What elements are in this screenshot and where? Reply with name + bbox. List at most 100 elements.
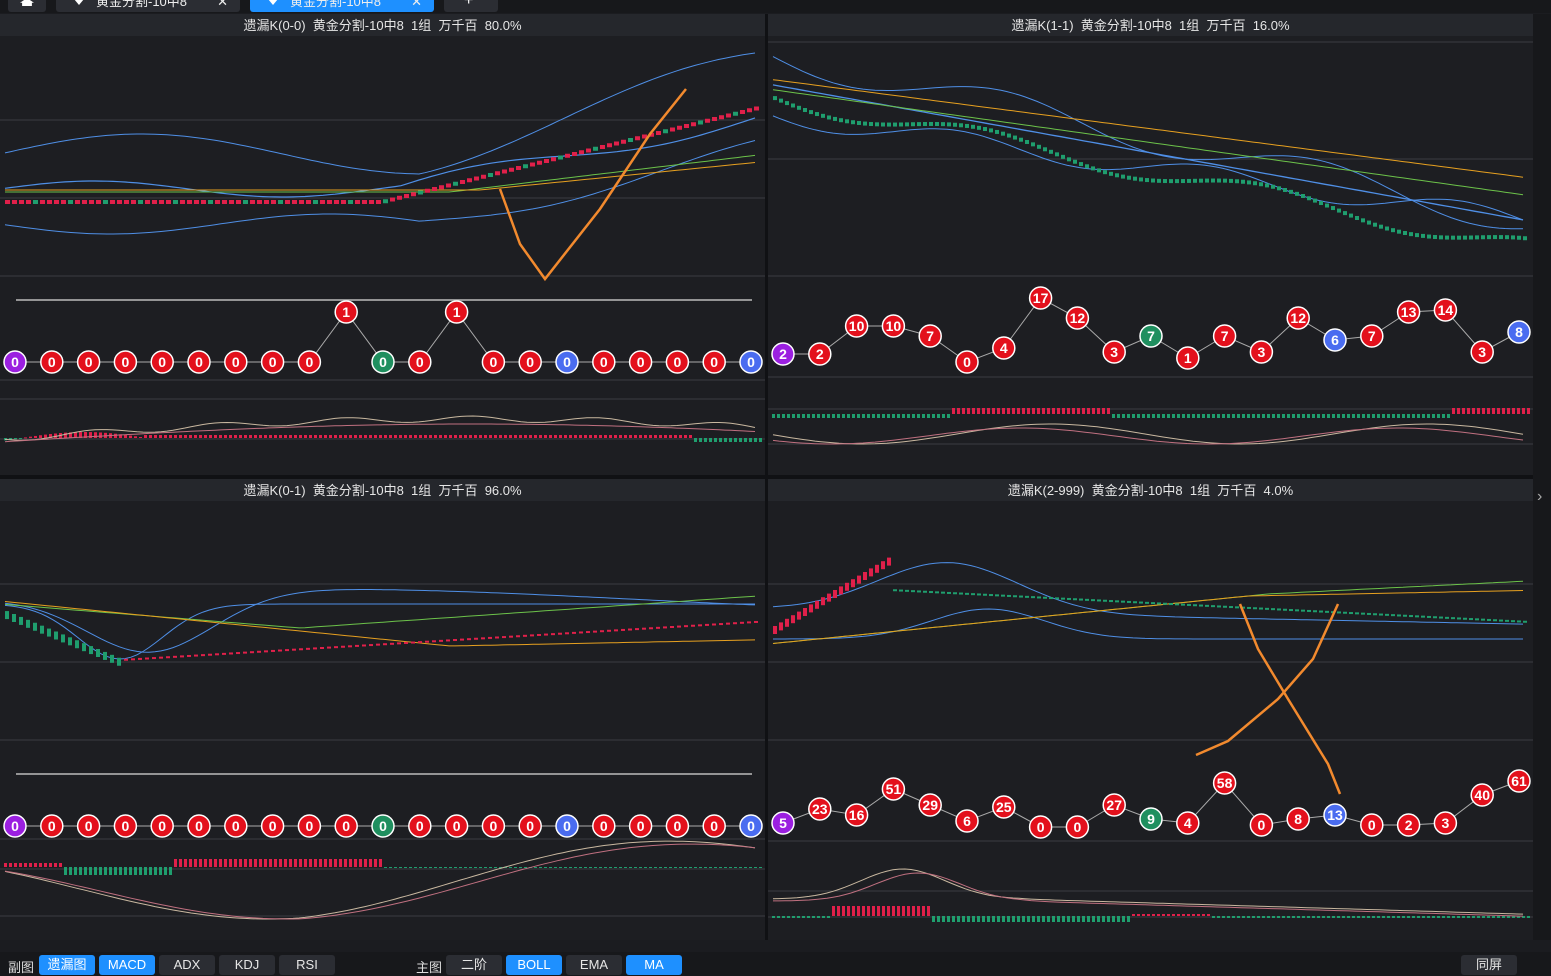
main-button-ma[interactable]: MA	[626, 955, 682, 975]
candle-bar	[959, 123, 963, 128]
candle-bar	[397, 642, 401, 645]
boll-upper	[772, 562, 1524, 625]
omission-value: 12	[1290, 310, 1306, 326]
macd-bar	[279, 435, 282, 438]
macd-bar	[1272, 414, 1275, 418]
main-button-second-order[interactable]: 二阶	[446, 955, 502, 975]
omission-value: 3	[1442, 815, 1450, 831]
tab-1[interactable]: 黄金分割-10中8 ✕	[56, 0, 240, 12]
candle-bar	[1067, 597, 1071, 600]
macd-bar	[54, 433, 57, 438]
macd-bar	[94, 867, 97, 875]
omission-value: 13	[1327, 807, 1343, 823]
candle-bar	[1061, 597, 1065, 600]
omission-circle: 13	[1396, 300, 1421, 324]
candle-bar	[467, 638, 471, 641]
candle-bar	[257, 200, 262, 204]
macd-bar	[1332, 916, 1335, 918]
candle-bar	[586, 148, 591, 153]
omission-circle: 0	[187, 350, 211, 374]
home-tab[interactable]	[8, 0, 46, 12]
macd-bar	[249, 435, 252, 438]
chart-panel-1[interactable]: 遗漏K(1-1) 黄金分割-10中8 1组 万千百 16.0% 2 2 10 10 7 0…	[768, 14, 1533, 475]
macd-bar	[1187, 914, 1190, 916]
macd-bar	[1402, 414, 1405, 418]
candle-bar	[1469, 235, 1473, 240]
main-button-ema[interactable]: EMA	[566, 955, 622, 975]
omission-circle: 0	[1249, 813, 1274, 837]
candle-bar	[1421, 233, 1425, 238]
candle-bar	[572, 152, 577, 156]
close-icon[interactable]: ✕	[411, 0, 422, 9]
candle-bar	[369, 644, 373, 647]
candle-bar	[642, 627, 646, 630]
sub-button-macd[interactable]: MACD	[99, 955, 155, 975]
omission-value: 0	[747, 354, 755, 370]
candle-bar	[40, 200, 45, 204]
omission-circle: 10	[881, 314, 906, 338]
macd-bar	[369, 859, 372, 867]
macd-bar	[79, 432, 82, 438]
candle-bar	[439, 639, 443, 642]
sub-button-rsi[interactable]: RSI	[279, 955, 335, 975]
sub-button-kdj[interactable]: KDJ	[219, 955, 275, 975]
candle-bar	[257, 650, 261, 653]
candle-bar	[138, 200, 143, 204]
macd-bar	[259, 435, 262, 438]
close-icon[interactable]: ✕	[217, 0, 228, 9]
macd-bar	[1167, 414, 1170, 418]
candle-bar	[1133, 176, 1137, 181]
omission-circle: 0	[187, 814, 211, 838]
candle-bar	[791, 615, 795, 624]
macd-bar	[639, 435, 642, 438]
candle-bar	[432, 187, 437, 191]
macd-bar	[109, 867, 112, 875]
candle-bar	[1295, 609, 1299, 612]
candle-bar	[40, 625, 44, 634]
candle-bar	[691, 122, 696, 127]
macd-bar	[589, 435, 592, 438]
macd-bar	[802, 916, 805, 918]
candle-bar	[229, 200, 234, 204]
macd-bar	[1447, 916, 1450, 918]
macd-bar	[429, 435, 432, 438]
dropdown-icon	[268, 0, 278, 5]
macd-bar	[374, 435, 377, 438]
main-button-boll[interactable]: BOLL	[506, 955, 562, 975]
macd-bar	[514, 435, 517, 438]
sub-button-omission[interactable]: 遗漏图	[39, 955, 95, 975]
same-screen-button[interactable]: 同屏	[1461, 955, 1517, 975]
candle-bar	[905, 589, 909, 592]
macd-bar	[902, 414, 905, 418]
chevron-right-icon[interactable]: ›	[1537, 488, 1543, 505]
omission-circle: 0	[150, 350, 174, 374]
candle-bar	[977, 593, 981, 596]
candle-bar	[1469, 618, 1473, 621]
candle-bar	[698, 120, 703, 125]
candle-bar	[208, 200, 213, 204]
candle-bar	[809, 110, 813, 115]
candle-bar	[1277, 608, 1281, 611]
candle-bar	[881, 561, 885, 570]
candle-bar	[656, 626, 660, 629]
macd-bar	[1017, 408, 1020, 414]
candle-bar	[502, 169, 507, 174]
macd-bar	[1387, 414, 1390, 418]
macd-bar	[204, 435, 207, 438]
tab-2[interactable]: 黄金分割-10中8 ✕	[250, 0, 434, 12]
horizontal-divider[interactable]	[0, 475, 1533, 479]
macd-bar	[977, 916, 980, 922]
macd-bar	[1002, 408, 1005, 414]
candle-bar	[1361, 218, 1365, 223]
sub-button-adx[interactable]: ADX	[159, 955, 215, 975]
chart-panel-3[interactable]: 遗漏K(2-999) 黄金分割-10中8 1组 万千百 4.0% 5 23 16 51…	[768, 479, 1533, 940]
candle-bar	[691, 624, 695, 627]
add-tab-button[interactable]: +	[444, 0, 498, 12]
macd-bar	[264, 435, 267, 438]
macd-dea	[773, 872, 1524, 917]
candle-bar	[488, 636, 492, 639]
macd-bar	[1017, 916, 1020, 922]
candle-bar	[47, 200, 52, 204]
